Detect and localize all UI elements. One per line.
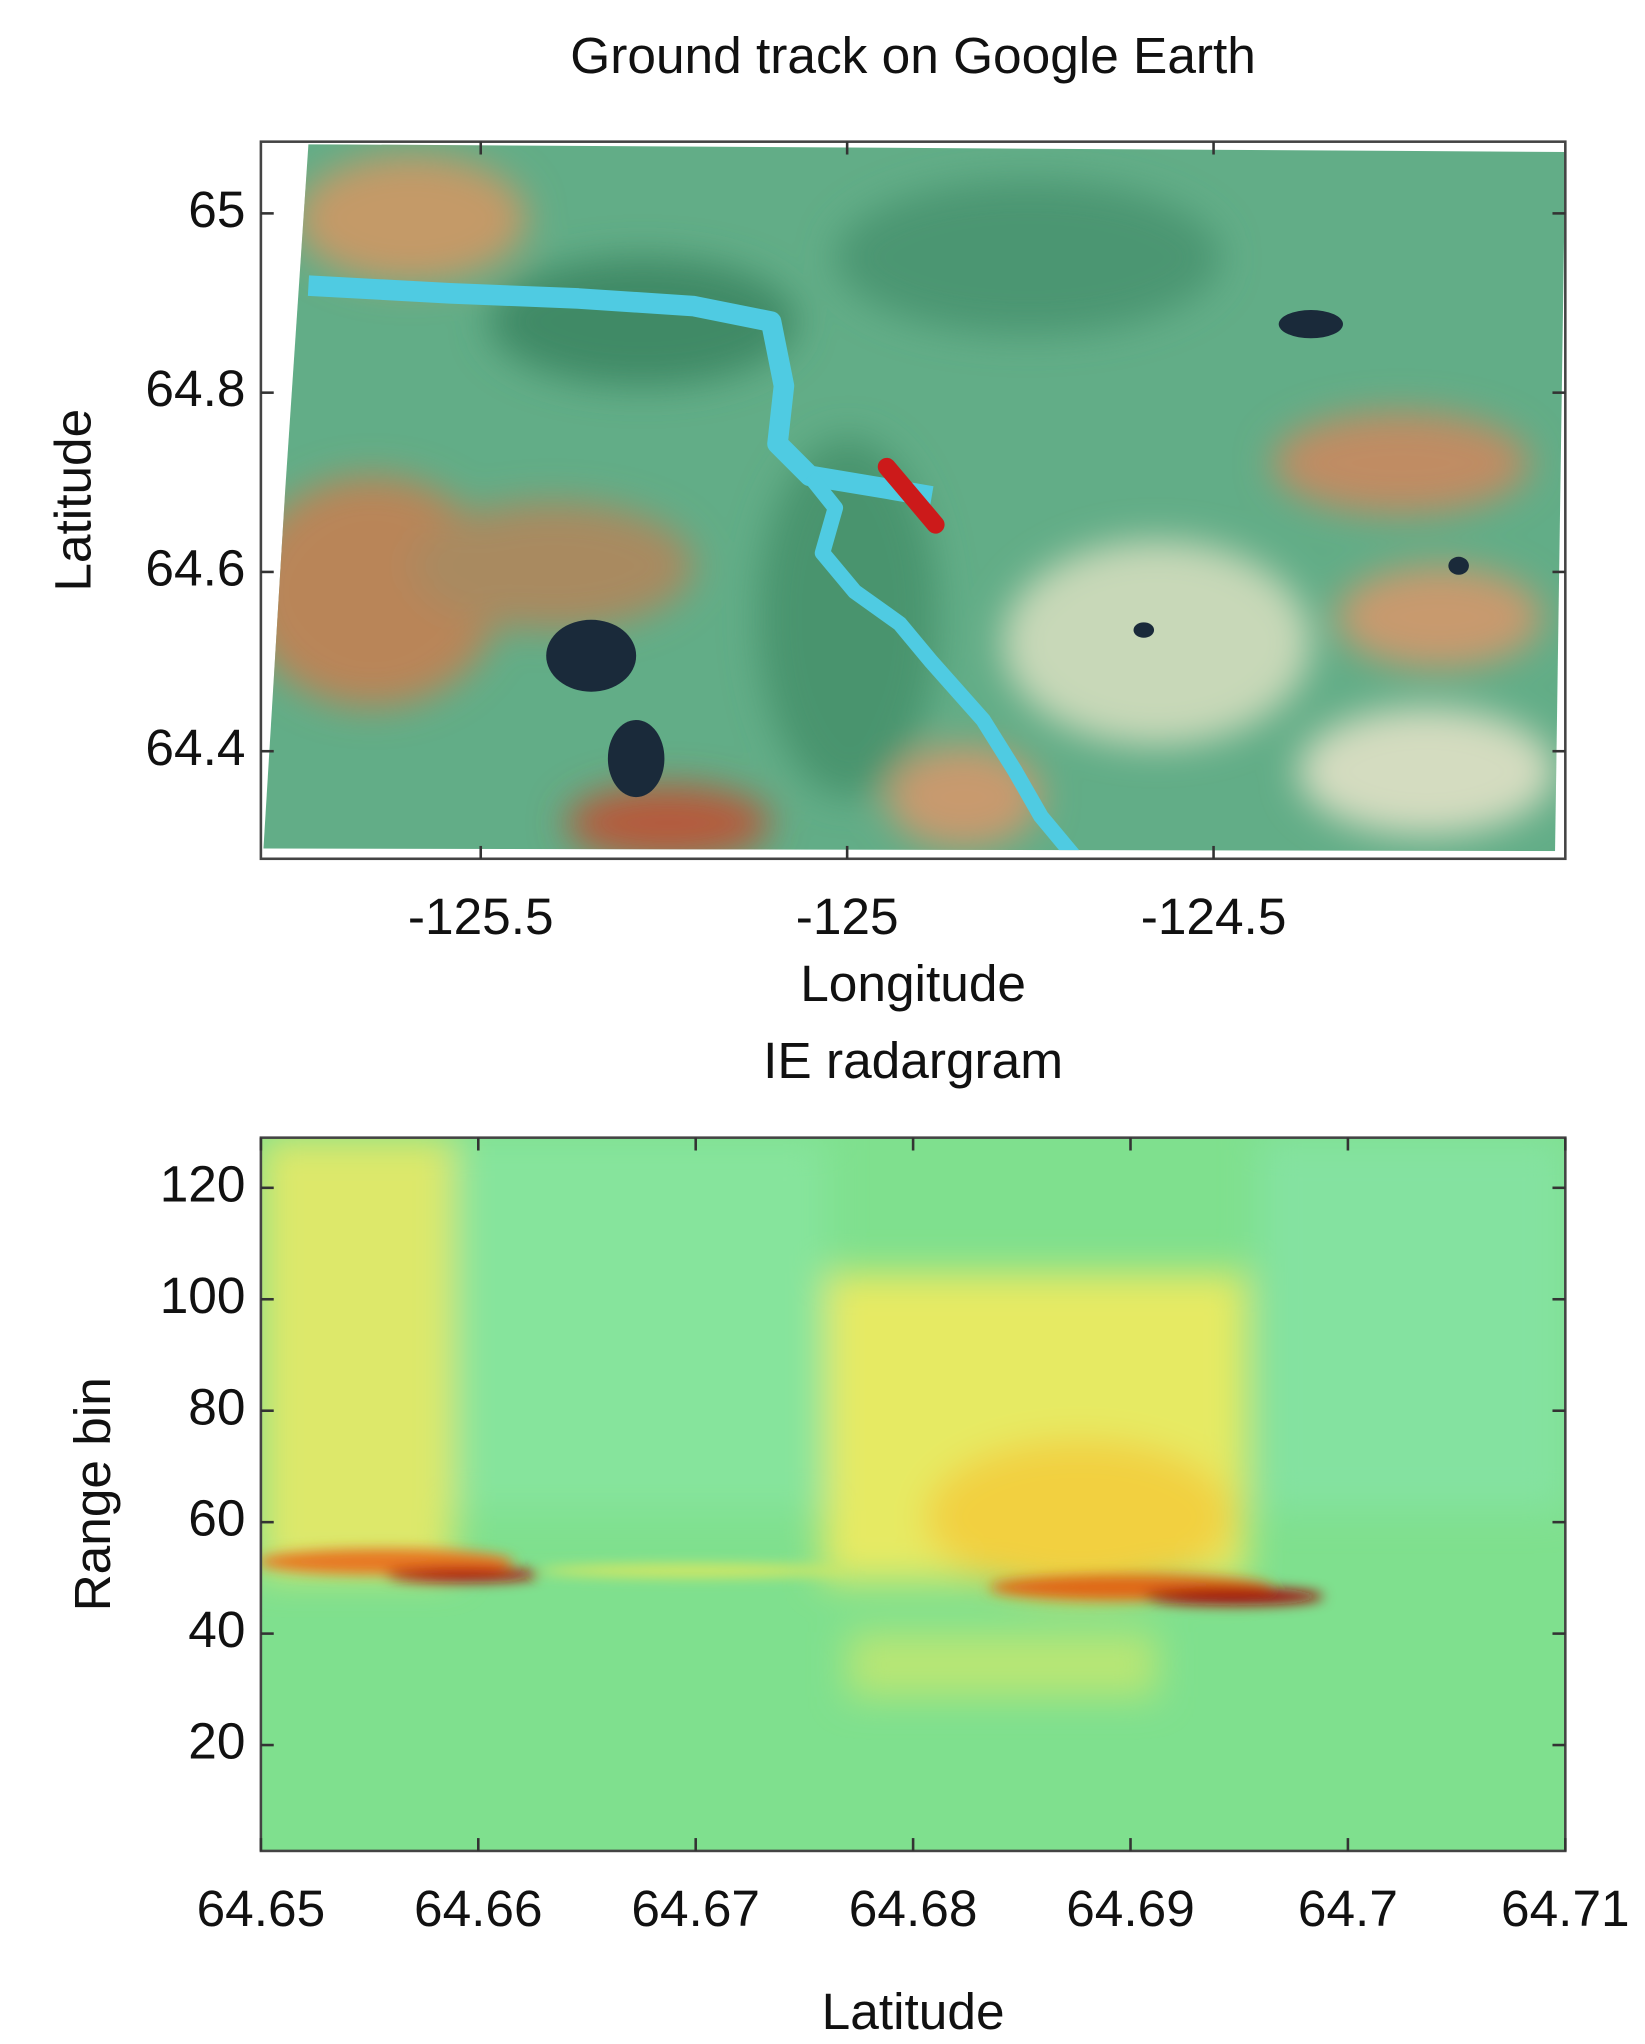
- decor-ellipse: [1133, 622, 1155, 638]
- decor-g: [260, 1137, 1566, 1697]
- y-tick-label: 100: [160, 1266, 246, 1324]
- chart-title: Ground track on Google Earth: [570, 26, 1256, 84]
- x-tick-label: 64.66: [414, 1879, 543, 1937]
- x-tick-label: 64.71: [1501, 1879, 1630, 1937]
- y-tick-label: 20: [188, 1712, 245, 1770]
- y-tick-label: 40: [188, 1600, 245, 1658]
- chart-title: IE radargram: [763, 1031, 1063, 1089]
- x-tick-label: -125: [796, 887, 899, 945]
- decor-rect: [1259, 1137, 1566, 1511]
- decor-ellipse: [1143, 1587, 1324, 1606]
- x-axis-label: Latitude: [822, 1982, 1005, 2040]
- x-axis-label: Longitude: [800, 954, 1026, 1012]
- x-tick-label: 64.69: [1066, 1879, 1195, 1937]
- decor-g: [263, 154, 1556, 852]
- y-tick-label: 65: [188, 180, 245, 238]
- x-tick-label: 64.65: [197, 1879, 326, 1937]
- decor-ellipse: [758, 437, 939, 798]
- decor-g: [260, 1548, 1324, 1606]
- y-tick-label: 60: [188, 1489, 245, 1547]
- decor-line: [877, 457, 945, 534]
- decor-ellipse: [1278, 310, 1343, 339]
- x-tick-label: -125.5: [408, 887, 554, 945]
- y-axis-label: Range bin: [63, 1377, 121, 1611]
- decor-rect: [260, 1137, 454, 1575]
- decor-ellipse: [925, 1439, 1234, 1594]
- decor-ellipse: [1298, 707, 1556, 836]
- x-tick-label: 64.68: [849, 1879, 978, 1937]
- decor-ellipse: [607, 719, 665, 798]
- decor-rect: [848, 1632, 1157, 1697]
- radargram-image: [260, 1137, 1566, 1851]
- decor-ellipse: [1272, 411, 1530, 515]
- decor-ellipse: [835, 180, 1221, 335]
- decor-ellipse: [1002, 540, 1311, 746]
- x-tick-label: 64.67: [631, 1879, 760, 1937]
- y-tick-label: 64.8: [145, 359, 245, 417]
- decor-ellipse: [539, 1564, 849, 1578]
- x-tick-label: 64.7: [1298, 1879, 1398, 1937]
- decor-polyline: [307, 275, 934, 507]
- decor-ellipse: [1336, 565, 1543, 669]
- decor-ellipse: [385, 1566, 540, 1583]
- y-axis-label: Latitude: [44, 409, 102, 592]
- decor-ellipse: [411, 501, 694, 631]
- y-tick-label: 64.4: [145, 718, 245, 776]
- decor-ellipse: [546, 619, 637, 692]
- map-image: [263, 144, 1566, 852]
- y-tick-label: 64.6: [145, 539, 245, 597]
- x-tick-label: -124.5: [1141, 887, 1287, 945]
- axes-frame: [259, 140, 1567, 861]
- y-tick-label: 80: [188, 1377, 245, 1435]
- decor-polyline: [803, 470, 1080, 852]
- decor-ellipse: [1448, 556, 1469, 575]
- decor-ellipse: [295, 154, 527, 284]
- decor-ellipse: [565, 784, 772, 852]
- decor-ellipse: [886, 745, 1041, 849]
- decor-rect: [453, 1137, 827, 1511]
- y-tick-label: 120: [160, 1154, 246, 1212]
